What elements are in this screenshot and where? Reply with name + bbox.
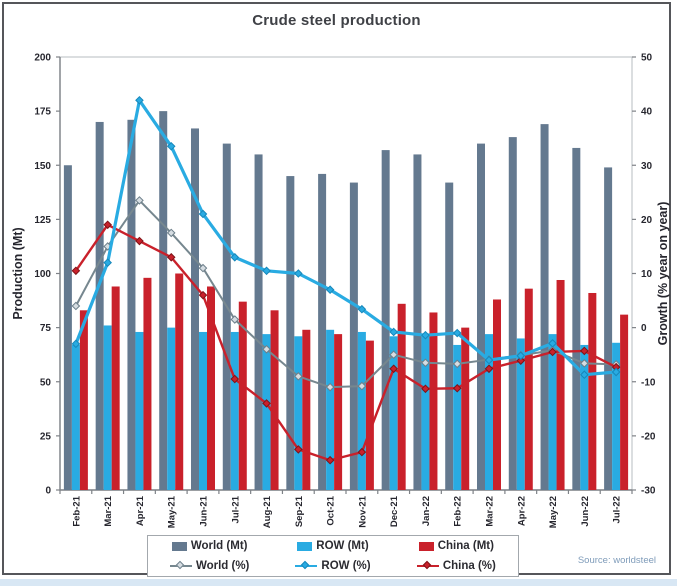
svg-text:Apr-21: Apr-21 — [135, 495, 146, 526]
legend-item-china-mt: China (Mt) — [395, 540, 518, 552]
svg-text:Dec-21: Dec-21 — [389, 495, 400, 527]
svg-text:Growth (% year on year): Growth (% year on year) — [656, 202, 670, 346]
svg-text:25: 25 — [40, 431, 52, 442]
svg-text:May-22: May-22 — [548, 496, 559, 528]
svg-text:Jun-22: Jun-22 — [580, 496, 591, 527]
svg-text:200: 200 — [34, 53, 51, 64]
row-bar-swatch — [297, 541, 313, 551]
legend-label: China (%) — [442, 560, 496, 572]
svg-text:10: 10 — [641, 269, 653, 280]
svg-text:30: 30 — [641, 161, 653, 172]
svg-text:125: 125 — [34, 215, 51, 226]
svg-text:Jul-21: Jul-21 — [230, 495, 241, 523]
legend-item-world-mt: World (Mt) — [148, 540, 271, 552]
svg-text:Feb-22: Feb-22 — [453, 496, 464, 527]
svg-text:-10: -10 — [641, 377, 656, 388]
svg-text:Jul-22: Jul-22 — [612, 496, 623, 523]
chart-title: Crude steel production — [252, 12, 421, 29]
legend-item-row-mt: ROW (Mt) — [271, 540, 394, 552]
world-line-swatch — [169, 560, 192, 569]
chart-frame: Crude steel production 0 25 50 75 100 125 150 1… — [2, 2, 671, 577]
svg-text:Mar-21: Mar-21 — [103, 495, 114, 526]
svg-text:Sep-21: Sep-21 — [294, 495, 305, 527]
svg-text:40: 40 — [641, 107, 653, 118]
svg-text:Nov-21: Nov-21 — [357, 495, 368, 527]
legend-label: ROW (%) — [321, 560, 371, 572]
svg-text:175: 175 — [34, 107, 51, 118]
legend-label: ROW (Mt) — [316, 540, 369, 552]
svg-text:-20: -20 — [641, 431, 656, 442]
svg-text:50: 50 — [641, 53, 653, 64]
svg-text:Mar-22: Mar-22 — [485, 496, 496, 527]
svg-text:150: 150 — [34, 161, 51, 172]
svg-text:-30: -30 — [641, 486, 656, 497]
svg-text:May-21: May-21 — [167, 495, 178, 528]
legend-item-row-pct: ROW (%) — [271, 560, 394, 572]
world-bar-swatch — [171, 541, 187, 551]
chart-canvas: 0 25 50 75 100 125 150 175 200 -30 -20 -10 0 10 20 30 40… — [11, 53, 670, 529]
svg-text:Feb-21: Feb-21 — [71, 495, 82, 526]
bottom-strip — [0, 579, 677, 586]
legend-label: World (%) — [195, 560, 250, 572]
svg-text:75: 75 — [40, 323, 52, 334]
legend-label: China (Mt) — [437, 540, 494, 552]
svg-text:Apr-22: Apr-22 — [516, 496, 527, 526]
source-credit: Source: worldsteel — [577, 555, 656, 566]
svg-text:0: 0 — [641, 323, 647, 334]
legend: World (Mt) ROW (Mt) China (Mt) World (%)… — [147, 535, 519, 577]
svg-text:Aug-21: Aug-21 — [262, 495, 273, 528]
svg-text:20: 20 — [641, 215, 653, 226]
china-bar-swatch — [418, 541, 434, 551]
svg-text:100: 100 — [34, 269, 51, 280]
row-line-swatch — [295, 560, 318, 569]
svg-text:50: 50 — [40, 377, 52, 388]
legend-item-world-pct: World (%) — [148, 560, 271, 572]
china-line-swatch — [416, 560, 439, 569]
svg-text:0: 0 — [45, 486, 51, 497]
legend-label: World (Mt) — [190, 540, 248, 552]
svg-text:Oct-21: Oct-21 — [326, 495, 337, 525]
svg-text:Jan-22: Jan-22 — [421, 496, 432, 526]
svg-text:Jun-21: Jun-21 — [199, 495, 210, 526]
svg-text:Production (Mt): Production (Mt) — [11, 227, 25, 319]
legend-item-china-pct: China (%) — [395, 560, 518, 572]
